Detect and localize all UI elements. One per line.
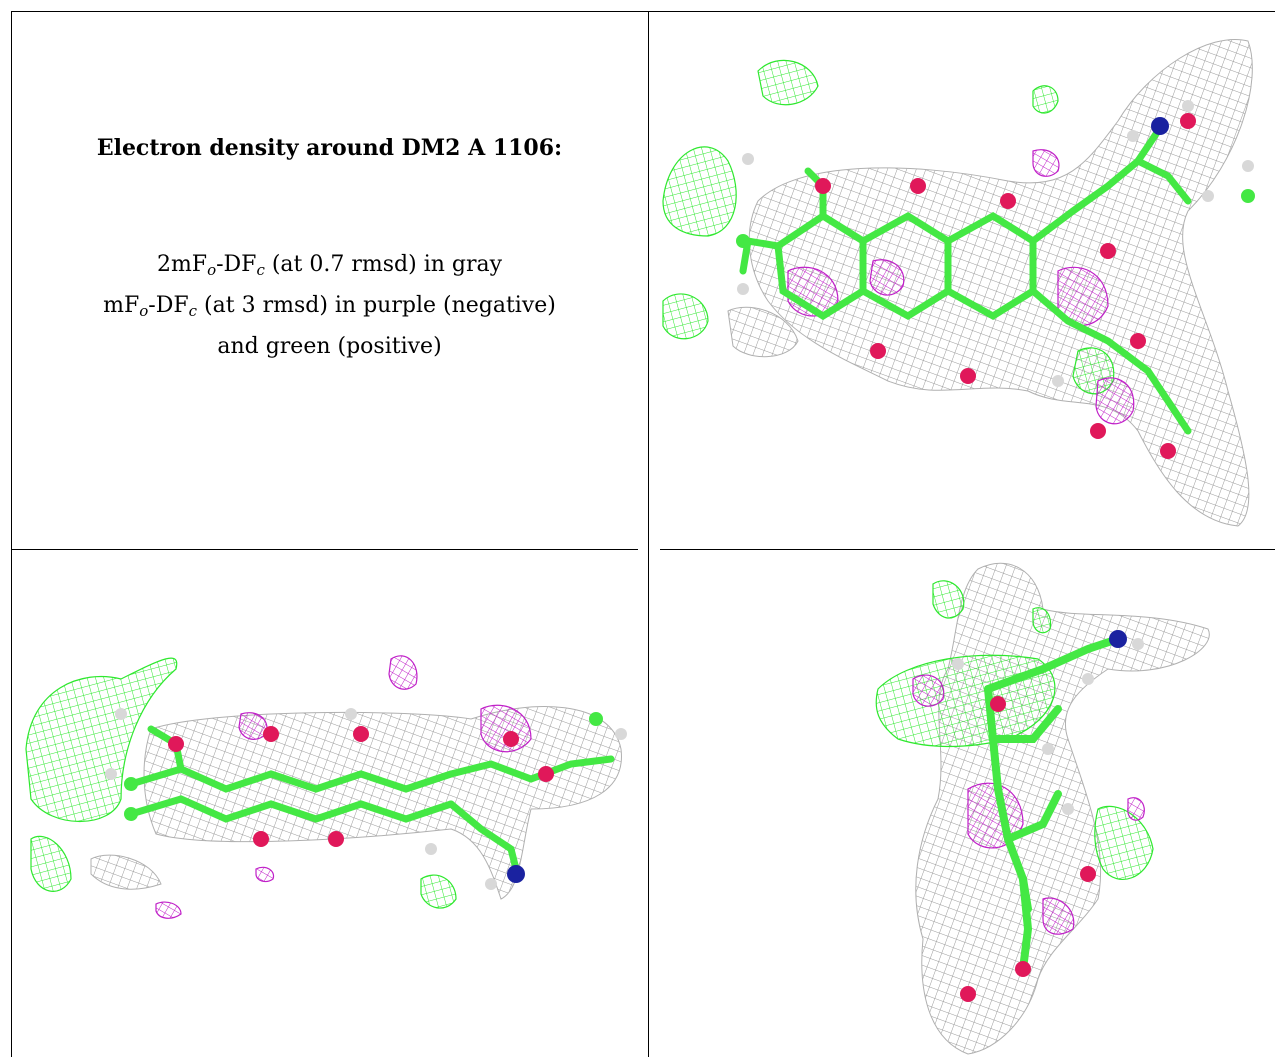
rule-center xyxy=(648,11,649,1057)
rule-middle-left xyxy=(11,549,638,550)
electron-density-mesh-icon xyxy=(662,39,1255,527)
rule-top xyxy=(11,11,1275,12)
legend-line-fofc: mFo-DFc (at 3 rmsd) in purple (negative) xyxy=(103,293,556,320)
panel-view-side xyxy=(11,549,648,1057)
panel-view-end xyxy=(648,549,1275,1057)
electron-density-mesh-icon xyxy=(25,655,627,919)
legend-line-positive: and green (positive) xyxy=(217,334,442,359)
caption-legend: 2mFo-DFc (at 0.7 rmsd) in gray mFo-DFc (… xyxy=(11,247,648,364)
caption-cell: Electron density around DM2 A 1106: 2mFo… xyxy=(11,11,648,549)
panel-view-front xyxy=(648,11,1275,549)
legend-line-2fofc: 2mFo-DFc (at 0.7 rmsd) in gray xyxy=(156,252,503,279)
caption-title: Electron density around DM2 A 1106: xyxy=(96,135,563,161)
rule-middle-right xyxy=(660,549,1275,550)
caption: Electron density around DM2 A 1106: 2mFo… xyxy=(11,11,648,549)
electron-density-mesh-icon xyxy=(875,562,1210,1055)
rule-left xyxy=(11,11,12,1057)
